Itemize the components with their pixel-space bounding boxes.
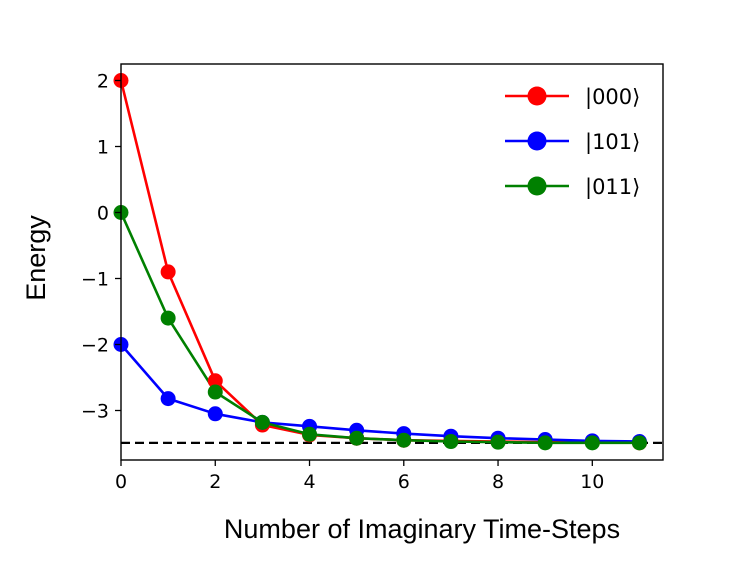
plot-layer — [113, 73, 663, 451]
y-tick-label-0: −3 — [81, 401, 109, 423]
x-tick-label-1: 2 — [209, 471, 221, 493]
x-tick-label-2: 4 — [303, 471, 315, 493]
series-2-point-11 — [631, 435, 647, 451]
series-2-point-6 — [396, 432, 412, 448]
series-2-point-7 — [443, 434, 459, 450]
series-0-point-2 — [207, 373, 223, 389]
series-1-point-2 — [207, 406, 223, 422]
y-tick-label-3: 0 — [97, 203, 109, 225]
legend-label-2: |011⟩ — [585, 175, 640, 200]
x-tick-label-3: 6 — [398, 471, 410, 493]
series-line-2 — [119, 211, 640, 445]
legend-marker-0 — [527, 86, 547, 106]
legend-label-1: |101⟩ — [585, 130, 640, 155]
x-tick-label-0: 0 — [115, 471, 127, 493]
y-tick-label-4: 1 — [97, 137, 109, 159]
legend-marker-1 — [527, 131, 547, 151]
series-1-point-1 — [160, 391, 176, 407]
series-2-point-9 — [537, 435, 553, 451]
series-2-point-3 — [254, 414, 270, 430]
y-tick-label-2: −1 — [81, 269, 109, 291]
series-2-point-2 — [207, 384, 223, 400]
legend-marker-2 — [527, 176, 547, 196]
x-tick-label-4: 8 — [492, 471, 504, 493]
plot-frame — [120, 63, 664, 461]
series-2-point-10 — [584, 435, 600, 451]
x-axis-title: Number of Imaginary Time-Steps — [224, 514, 620, 544]
axes-layer: 0 2 4 6 8 10 −3 −2 −1 0 1 2 — [81, 63, 664, 493]
y-tick-label-5: 2 — [97, 71, 109, 93]
series-2-point-4 — [302, 426, 318, 442]
series-2-point-5 — [349, 430, 365, 446]
y-axis-title: Energy — [21, 215, 51, 301]
series-line-0 — [119, 80, 640, 445]
y-tick-label-1: −2 — [81, 335, 109, 357]
series-2-point-8 — [490, 434, 506, 450]
series-0-point-1 — [160, 264, 176, 280]
series-2-point-1 — [160, 310, 176, 326]
series-line-1 — [120, 343, 640, 443]
legend-label-0: |000⟩ — [585, 85, 640, 110]
x-tick-label-5: 10 — [580, 471, 604, 493]
legend: |000⟩ |101⟩ |011⟩ — [505, 85, 640, 200]
